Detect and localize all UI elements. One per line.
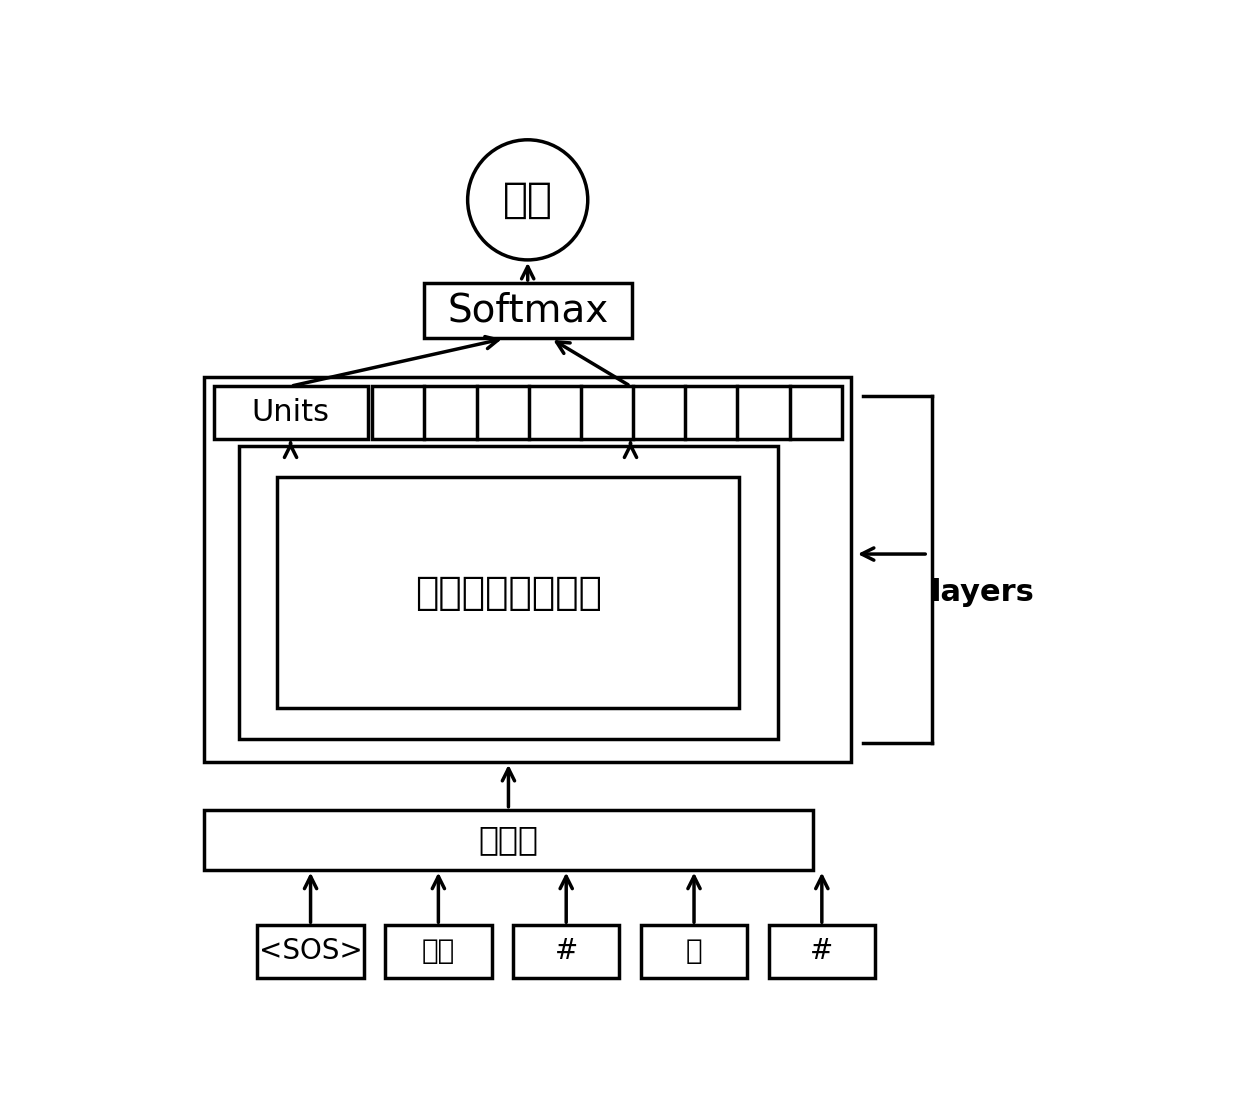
- Text: #: #: [554, 937, 578, 965]
- Bar: [205, 810, 812, 870]
- Text: 嵌入层: 嵌入层: [479, 823, 538, 856]
- Text: Softmax: Softmax: [448, 291, 609, 329]
- Bar: [424, 283, 631, 338]
- Text: 播放: 播放: [422, 937, 455, 965]
- Text: Units: Units: [252, 398, 330, 427]
- Text: 意图: 意图: [502, 179, 553, 221]
- Text: <SOS>: <SOS>: [259, 937, 362, 965]
- Bar: [769, 925, 875, 978]
- Bar: [213, 386, 367, 439]
- Bar: [205, 377, 851, 762]
- Bar: [513, 925, 619, 978]
- Bar: [372, 386, 842, 439]
- Bar: [278, 477, 739, 708]
- Bar: [641, 925, 748, 978]
- Bar: [258, 925, 363, 978]
- Bar: [386, 925, 491, 978]
- Text: #: #: [810, 937, 833, 965]
- Bar: [239, 446, 777, 739]
- Text: 的: 的: [686, 937, 702, 965]
- Circle shape: [467, 140, 588, 260]
- Text: 第一多头注意力层: 第一多头注意力层: [415, 573, 601, 612]
- Text: layers: layers: [930, 578, 1034, 607]
